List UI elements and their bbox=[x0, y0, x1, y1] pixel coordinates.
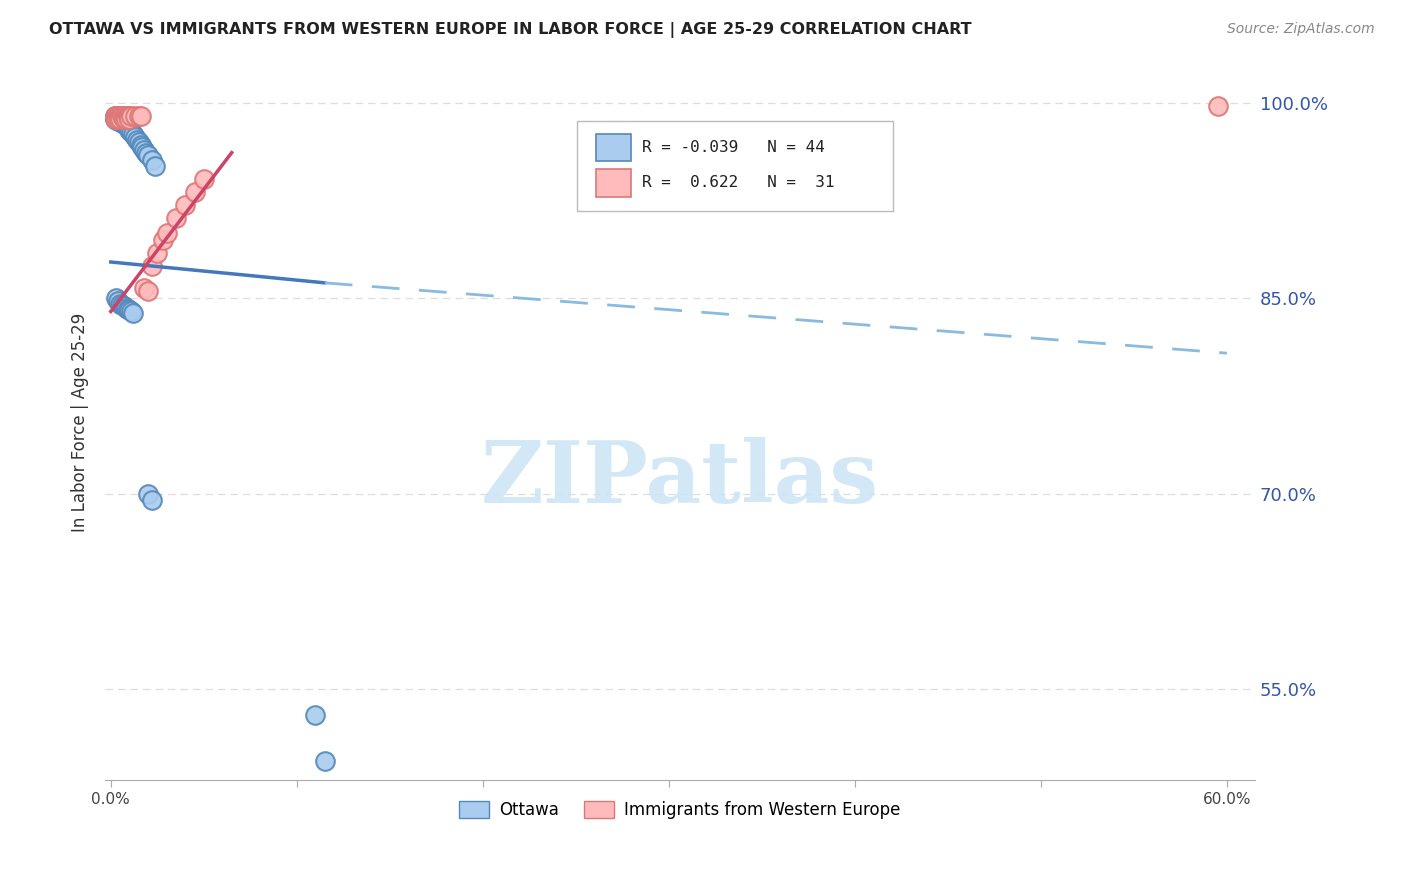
Point bbox=[107, 112, 129, 126]
Point bbox=[128, 135, 150, 149]
Point bbox=[112, 114, 135, 128]
Text: R =  0.622   N =  31: R = 0.622 N = 31 bbox=[643, 176, 835, 191]
Point bbox=[107, 114, 129, 128]
Point bbox=[114, 109, 136, 123]
Point bbox=[111, 109, 134, 123]
Point bbox=[108, 296, 131, 310]
Point bbox=[114, 112, 136, 126]
Point bbox=[120, 125, 142, 139]
Point bbox=[117, 109, 139, 123]
Text: Source: ZipAtlas.com: Source: ZipAtlas.com bbox=[1227, 22, 1375, 37]
Point bbox=[103, 109, 125, 123]
Point bbox=[108, 114, 131, 128]
Point bbox=[124, 109, 146, 123]
Point bbox=[1206, 99, 1229, 113]
Point bbox=[193, 171, 215, 186]
Point bbox=[141, 493, 163, 508]
Point bbox=[129, 109, 152, 123]
Point bbox=[120, 109, 142, 123]
Point bbox=[114, 118, 136, 132]
Point bbox=[129, 137, 152, 152]
Point bbox=[136, 284, 159, 298]
Point bbox=[112, 109, 135, 123]
Point bbox=[111, 298, 134, 312]
Point bbox=[134, 143, 156, 157]
Point bbox=[314, 754, 336, 768]
Point bbox=[122, 306, 145, 320]
Bar bbox=[596, 134, 631, 161]
Point bbox=[114, 301, 136, 315]
Point bbox=[103, 109, 125, 123]
Point bbox=[174, 197, 197, 211]
Point bbox=[117, 120, 139, 134]
Point bbox=[112, 112, 135, 126]
Point bbox=[128, 109, 150, 123]
Point bbox=[118, 120, 141, 135]
Point bbox=[136, 148, 159, 162]
Point bbox=[183, 185, 205, 199]
Point bbox=[135, 145, 157, 160]
Point bbox=[118, 123, 141, 137]
Point bbox=[105, 109, 128, 123]
Point bbox=[120, 304, 142, 318]
FancyBboxPatch shape bbox=[576, 121, 893, 211]
Bar bbox=[596, 169, 631, 196]
Point bbox=[134, 281, 156, 295]
Text: OTTAWA VS IMMIGRANTS FROM WESTERN EUROPE IN LABOR FORCE | AGE 25-29 CORRELATION : OTTAWA VS IMMIGRANTS FROM WESTERN EUROPE… bbox=[49, 22, 972, 38]
Y-axis label: In Labor Force | Age 25-29: In Labor Force | Age 25-29 bbox=[72, 312, 89, 532]
Point bbox=[114, 116, 136, 130]
Point bbox=[136, 487, 159, 501]
Point bbox=[155, 227, 177, 241]
Point bbox=[108, 109, 131, 123]
Point bbox=[131, 140, 153, 154]
Point bbox=[107, 112, 129, 126]
Point bbox=[107, 294, 129, 309]
Point bbox=[103, 112, 125, 126]
Point bbox=[105, 292, 128, 306]
Point bbox=[118, 112, 141, 126]
Point bbox=[103, 112, 125, 126]
Point bbox=[105, 109, 128, 123]
Point bbox=[125, 132, 148, 146]
Point bbox=[122, 128, 145, 142]
Point bbox=[107, 109, 129, 123]
Point bbox=[117, 301, 139, 316]
Point bbox=[112, 299, 135, 313]
Point bbox=[107, 109, 129, 123]
Point bbox=[111, 113, 134, 128]
Point bbox=[108, 112, 131, 126]
Point bbox=[118, 109, 141, 123]
Point bbox=[112, 117, 135, 131]
Point bbox=[141, 259, 163, 273]
Point bbox=[105, 113, 128, 128]
Text: R = -0.039   N = 44: R = -0.039 N = 44 bbox=[643, 140, 825, 154]
Point bbox=[124, 130, 146, 145]
Point bbox=[152, 233, 174, 247]
Point bbox=[165, 211, 187, 225]
Point bbox=[105, 112, 128, 126]
Point bbox=[108, 112, 131, 126]
Point bbox=[145, 159, 167, 173]
Point bbox=[304, 708, 326, 723]
Point bbox=[111, 116, 134, 130]
Text: ZIPatlas: ZIPatlas bbox=[481, 437, 879, 522]
Point bbox=[118, 303, 141, 318]
Point bbox=[146, 246, 169, 260]
Legend: Ottawa, Immigrants from Western Europe: Ottawa, Immigrants from Western Europe bbox=[453, 794, 907, 826]
Point bbox=[141, 153, 163, 168]
